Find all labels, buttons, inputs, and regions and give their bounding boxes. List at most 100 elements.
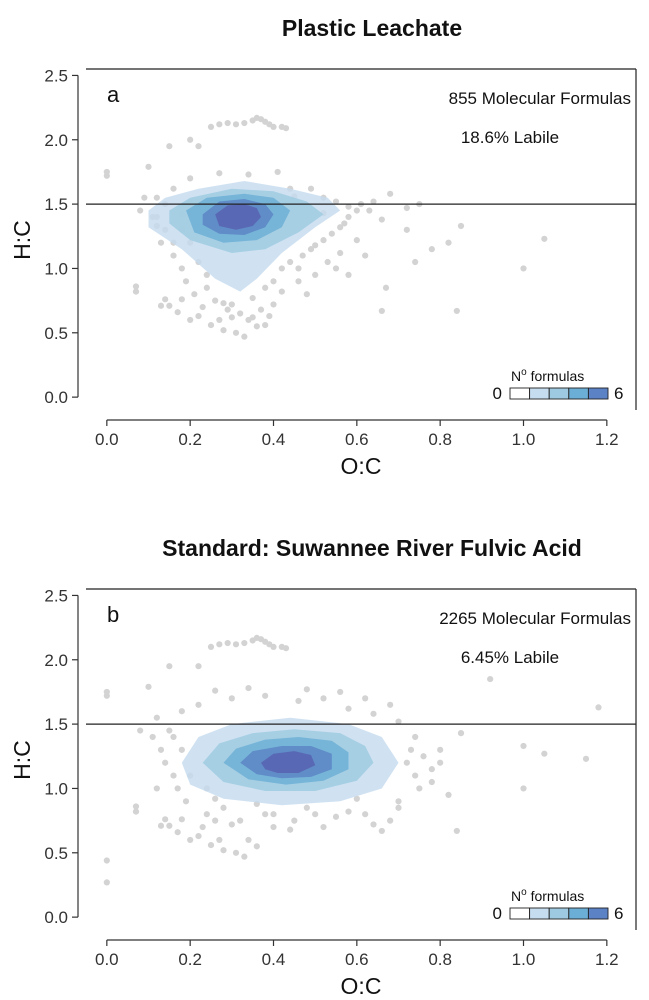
- data-point: [366, 207, 373, 214]
- density-contours: [148, 181, 341, 292]
- data-point: [582, 755, 590, 762]
- legend-swatch: [548, 907, 570, 920]
- data-point: [103, 168, 110, 176]
- data-point: [220, 804, 227, 811]
- data-point: [282, 125, 290, 132]
- x-tick-label: 0.4: [262, 430, 286, 449]
- data-point: [224, 119, 231, 127]
- data-point: [170, 252, 177, 259]
- data-point: [270, 301, 277, 308]
- data-point: [270, 811, 277, 818]
- data-point: [353, 237, 360, 244]
- data-point: [262, 321, 269, 329]
- data-point: [241, 333, 248, 340]
- data-point: [541, 750, 548, 757]
- annotation-labile-percent: 6.45% Labile: [461, 648, 559, 667]
- legend-swatch: [548, 387, 570, 400]
- data-point: [241, 639, 248, 647]
- data-point: [457, 222, 465, 230]
- data-point: [174, 829, 181, 836]
- data-point: [137, 207, 144, 214]
- data-point: [153, 194, 160, 201]
- data-point: [162, 759, 169, 766]
- data-point: [395, 804, 402, 811]
- y-tick-label: 0.5: [44, 324, 68, 343]
- data-point: [174, 309, 181, 316]
- data-point: [228, 301, 235, 308]
- x-tick-label: 1.0: [512, 430, 536, 449]
- x-tick-label: 0.0: [95, 430, 119, 449]
- data-point: [320, 237, 327, 244]
- data-point: [295, 697, 302, 705]
- data-point: [207, 123, 215, 131]
- data-point: [445, 791, 452, 798]
- chart-title: Standard: Suwannee River Fulvic Acid: [162, 535, 582, 561]
- data-point: [395, 718, 402, 725]
- data-point: [262, 811, 269, 818]
- data-point: [149, 733, 156, 741]
- data-point: [166, 143, 173, 150]
- data-point: [253, 843, 260, 850]
- data-point: [337, 688, 344, 696]
- y-tick-label: 2.5: [44, 66, 68, 85]
- legend-swatch: [529, 387, 550, 400]
- data-point: [249, 294, 256, 302]
- data-point: [166, 663, 173, 670]
- data-point: [299, 252, 306, 259]
- x-tick-label: 0.4: [262, 950, 286, 969]
- density-contours: [181, 717, 399, 806]
- panel-label: b: [107, 602, 119, 627]
- data-point: [153, 714, 160, 721]
- data-point: [145, 163, 152, 170]
- data-point: [220, 327, 227, 334]
- data-point: [245, 684, 252, 692]
- y-axis-label: H:C: [9, 220, 35, 260]
- data-point: [362, 252, 369, 259]
- data-point: [345, 271, 352, 278]
- data-point: [303, 686, 310, 693]
- plot-area: [86, 114, 636, 340]
- data-point: [178, 265, 185, 272]
- data-point: [253, 323, 260, 330]
- data-point: [307, 185, 315, 192]
- data-point: [520, 742, 527, 750]
- data-point: [141, 194, 148, 201]
- data-point: [216, 641, 223, 648]
- y-tick-label: 1.0: [44, 779, 68, 798]
- data-point: [212, 795, 219, 802]
- data-point: [307, 246, 315, 253]
- data-point: [378, 827, 385, 835]
- data-point: [270, 123, 277, 131]
- y-tick-label: 2.0: [44, 651, 68, 670]
- data-point: [132, 288, 140, 295]
- data-point: [266, 312, 273, 320]
- y-tick-label: 1.5: [44, 195, 68, 214]
- data-point: [178, 296, 185, 303]
- data-point: [187, 836, 194, 844]
- data-point: [245, 171, 252, 178]
- x-axis-label: O:C: [341, 453, 382, 479]
- data-point: [237, 310, 244, 317]
- legend-swatch: [509, 907, 531, 920]
- data-point: [312, 271, 319, 278]
- data-point: [312, 811, 319, 818]
- data-point: [437, 759, 444, 766]
- legend-max-label: 6: [614, 904, 623, 923]
- legend-swatch: [529, 907, 550, 920]
- legend-swatch: [587, 907, 609, 920]
- data-point: [199, 303, 206, 311]
- legend-swatch: [509, 387, 531, 400]
- data-point: [170, 733, 177, 741]
- data-point: [132, 808, 140, 815]
- data-point: [216, 316, 223, 324]
- data-point: [403, 226, 410, 233]
- legend-min-label: 0: [493, 904, 502, 923]
- scatter-points: [103, 634, 602, 886]
- data-point: [353, 207, 360, 214]
- data-point: [207, 321, 215, 329]
- y-tick-label: 2.5: [44, 586, 68, 605]
- data-point: [232, 329, 240, 336]
- data-point: [145, 683, 152, 690]
- data-point: [162, 816, 169, 823]
